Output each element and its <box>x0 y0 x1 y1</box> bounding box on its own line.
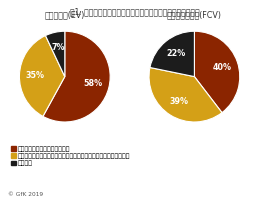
Wedge shape <box>150 31 194 77</box>
Text: 58%: 58% <box>84 79 103 88</box>
Wedge shape <box>45 31 65 77</box>
Wedge shape <box>19 36 65 116</box>
Text: 7%: 7% <box>52 43 65 52</box>
Text: 図1. ドライバーの電気自動車・燃料電池自動車に対する認知: 図1. ドライバーの電気自動車・燃料電池自動車に対する認知 <box>70 7 200 16</box>
Wedge shape <box>149 67 222 122</box>
Text: 40%: 40% <box>213 63 232 72</box>
Wedge shape <box>43 31 110 122</box>
Text: 22%: 22% <box>166 49 185 58</box>
Wedge shape <box>194 31 240 113</box>
Text: © GfK 2019: © GfK 2019 <box>8 192 43 197</box>
Legend: どのようなものか理解している, 名前は聞いたことがあるが、どのようなものか詳しくはわからない, 知らない: どのようなものか理解している, 名前は聞いたことがあるが、どのようなものか詳しく… <box>11 146 131 166</box>
Text: 35%: 35% <box>26 71 45 80</box>
Text: 39%: 39% <box>169 97 188 106</box>
Title: 燃料電池自動車(FCV): 燃料電池自動車(FCV) <box>167 10 222 19</box>
Title: 電気自動車(EV): 電気自動車(EV) <box>45 10 85 19</box>
